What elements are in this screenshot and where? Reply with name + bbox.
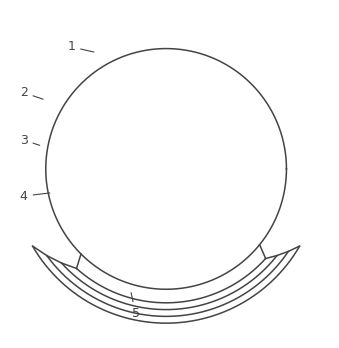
Text: 3: 3	[20, 134, 40, 147]
Text: 2: 2	[20, 86, 43, 99]
Text: 4: 4	[20, 190, 50, 203]
Text: 5: 5	[131, 293, 140, 320]
Text: 1: 1	[67, 40, 94, 53]
